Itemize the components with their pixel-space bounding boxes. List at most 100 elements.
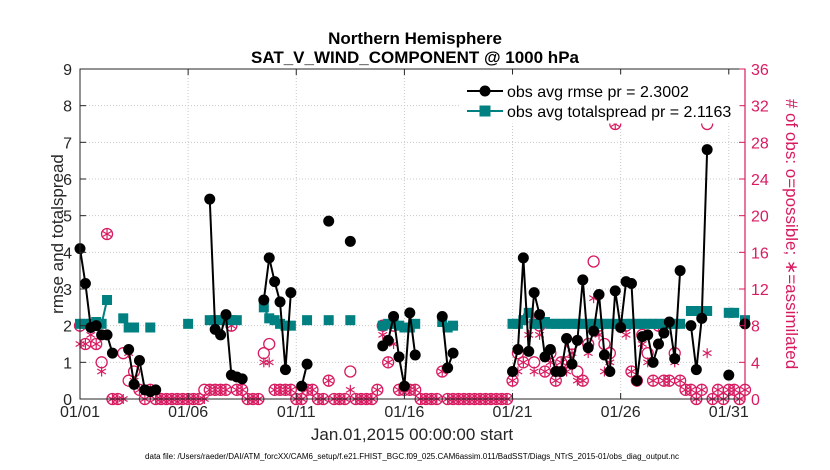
spread-marker [269, 315, 280, 326]
y2-tick-label: 12 [751, 282, 769, 299]
spread-marker [539, 317, 550, 327]
obs-possible-marker [673, 374, 687, 387]
rmse-marker [382, 334, 394, 346]
spread-marker [631, 318, 642, 329]
y-tick-label: 9 [63, 62, 72, 79]
y-axis-label: rmse and totalspread [48, 154, 67, 314]
y-tick-label: 3 [63, 282, 72, 299]
obs-assimilated-marker [221, 384, 231, 395]
spread-marker [550, 318, 561, 329]
rmse-marker [150, 384, 162, 396]
legend: obs avg rmse pr = 2.3002 obs avg totalsp… [459, 74, 740, 124]
spread-marker [534, 318, 545, 329]
spread-marker [572, 318, 583, 329]
rmse-marker [647, 356, 659, 368]
obs-assimilated-marker [686, 384, 696, 395]
spread-marker [275, 318, 286, 329]
legend-rmse-marker [479, 85, 491, 97]
obs-assimilated-marker [507, 375, 518, 386]
y-tick-label: 4 [63, 245, 72, 262]
obs-assimilated-marker [237, 384, 247, 395]
rmse-marker [517, 252, 529, 264]
spread-marker [404, 322, 415, 333]
rmse-marker [215, 329, 227, 341]
rmse-marker [279, 364, 291, 376]
rmse-marker [566, 358, 578, 370]
obs-assimilated-marker [578, 375, 588, 386]
spread-marker [685, 306, 696, 316]
x-axis-label: Jan.01,2015 00:00:00 start [311, 425, 514, 444]
rmse-marker [701, 144, 713, 156]
y2-axis-label: # of obs: o=possible; ∗=assimilated [782, 99, 801, 369]
x-tick-label: 01/26 [601, 404, 641, 421]
rmse-marker [409, 349, 421, 361]
spread-marker [323, 315, 334, 326]
x-tick-label: 01/31 [709, 404, 749, 421]
obs-assimilated-marker [383, 357, 393, 368]
rmse-marker [263, 252, 275, 264]
spread-marker [642, 318, 653, 329]
spread-marker [653, 318, 664, 329]
spread-marker [302, 315, 313, 326]
rmse-marker [285, 287, 297, 299]
rmse-marker [652, 338, 664, 350]
obs-possible-marker [587, 255, 600, 268]
y-tick-label: 0 [63, 392, 72, 409]
rmse-marker [598, 349, 610, 361]
rmse-marker [393, 351, 405, 363]
rmse-marker [631, 375, 643, 387]
rmse-marker [507, 366, 519, 377]
spread-marker [588, 318, 599, 329]
obs-assimilated-marker [664, 375, 674, 386]
y-tick-label: 8 [63, 99, 72, 116]
rmse-marker [642, 329, 654, 341]
legend-spread-marker [479, 105, 491, 117]
spread-marker [80, 318, 91, 329]
spread-marker [626, 318, 637, 329]
spread-marker [599, 318, 610, 329]
rmse-marker [615, 322, 627, 333]
spread-marker [583, 318, 594, 329]
spread-marker [556, 318, 567, 329]
rmse-marker [685, 320, 697, 332]
rmse-marker [582, 342, 594, 354]
obs-possible-marker [100, 227, 114, 241]
obs-assimilated-marker [264, 357, 274, 368]
rmse-marker [577, 274, 589, 286]
y2-tick-label: 20 [751, 209, 769, 226]
rmse-marker [669, 353, 681, 365]
rmse-marker [90, 320, 102, 332]
rmse-marker [571, 334, 583, 346]
rmse-marker [301, 358, 313, 370]
spread-marker [118, 313, 129, 324]
rmse-marker [674, 265, 686, 277]
spread-marker [129, 322, 140, 333]
rmse-marker [593, 289, 605, 300]
rmse-marker [555, 366, 567, 377]
obs-assimilated-marker [702, 348, 712, 359]
obs-assimilated-marker [410, 384, 420, 395]
obs-assimilated-marker [372, 384, 382, 395]
x-tick-label: 01/11 [277, 404, 316, 421]
rmse-marker [658, 327, 670, 339]
rmse-marker [128, 378, 140, 390]
spread-marker [669, 318, 680, 329]
obs-assimilated-marker [540, 366, 550, 377]
rmse-marker [274, 296, 286, 308]
spread-marker [723, 307, 734, 318]
obs-possible-marker [263, 337, 276, 351]
rmse-marker [690, 364, 702, 376]
spread-marker [399, 322, 410, 333]
y2-tick-label: 0 [751, 392, 760, 409]
spread-marker [507, 318, 518, 329]
rmse-marker [663, 316, 675, 328]
rmse-line [262, 257, 292, 370]
y2-tick-label: 24 [751, 172, 769, 189]
rmse-marker [447, 347, 459, 359]
rmse-marker [269, 276, 281, 288]
rmse-marker [79, 278, 91, 289]
spread-marker [442, 322, 453, 333]
x-tick-label: 01/21 [492, 404, 532, 421]
rmse-marker [442, 362, 454, 374]
obs-possible-marker [344, 365, 357, 378]
